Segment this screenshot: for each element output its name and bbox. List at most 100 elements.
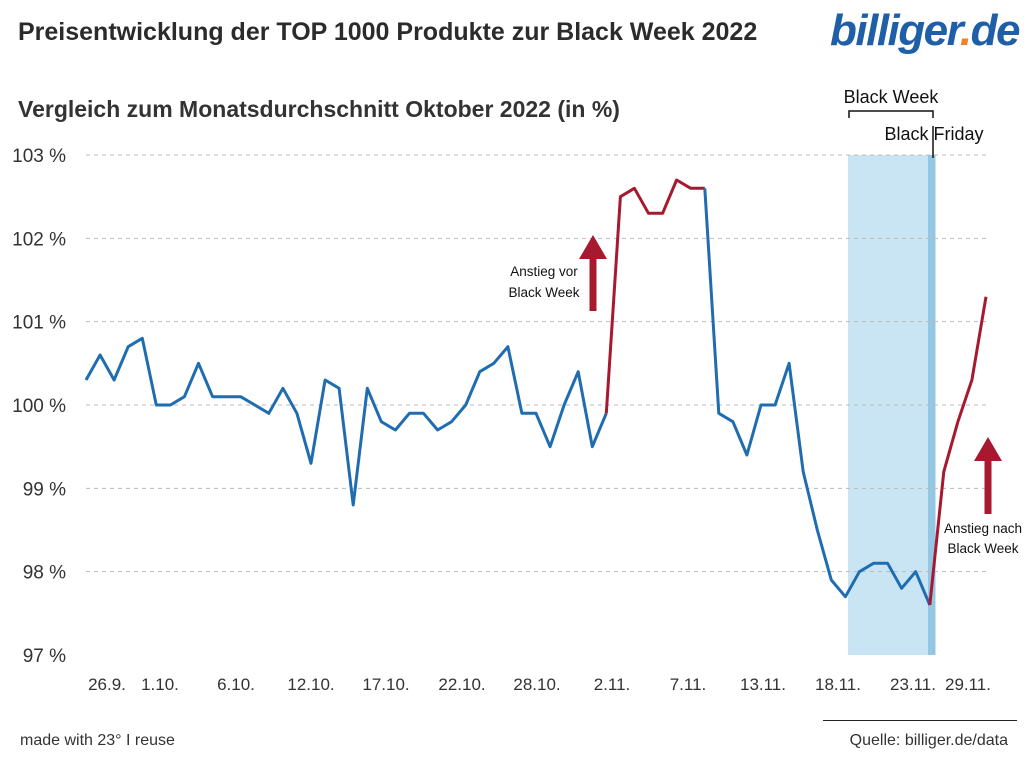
- black-week-band: [848, 155, 936, 655]
- data-point: [619, 195, 622, 198]
- black-week-label: Black Week: [844, 87, 940, 107]
- logo-tld: de: [970, 6, 1021, 55]
- series-line-blue-2: [703, 188, 932, 606]
- data-point: [872, 562, 875, 565]
- data-point: [717, 412, 720, 415]
- data-point: [830, 579, 833, 582]
- chart-subtitle: Vergleich zum Monatsdurchschnitt Oktober…: [18, 96, 620, 122]
- data-point: [633, 187, 636, 190]
- data-point: [436, 429, 439, 432]
- logo-main: billiger: [830, 6, 961, 55]
- data-point: [914, 570, 917, 573]
- y-tick-label: 99 %: [23, 479, 66, 500]
- data-point: [338, 387, 341, 390]
- data-point: [464, 404, 467, 407]
- data-point: [394, 429, 397, 432]
- data-point: [605, 412, 608, 415]
- data-point: [310, 462, 313, 465]
- data-point: [450, 420, 453, 423]
- credit-text: made with 23° I reuse: [20, 732, 175, 749]
- data-point: [703, 187, 706, 190]
- x-tick-label: 2.11.: [594, 675, 631, 694]
- x-tick-label: 22.10.: [438, 675, 485, 694]
- data-point: [183, 395, 186, 398]
- data-point: [169, 404, 172, 407]
- data-point: [732, 420, 735, 423]
- y-tick-label: 97 %: [23, 646, 66, 667]
- data-point: [507, 345, 510, 348]
- logo-dot: .: [959, 6, 972, 55]
- data-point: [591, 445, 594, 448]
- x-tick-label: 7.11.: [670, 675, 707, 694]
- data-point: [760, 404, 763, 407]
- data-point: [267, 412, 270, 415]
- data-point: [324, 379, 327, 382]
- data-point: [746, 454, 749, 457]
- data-point: [549, 445, 552, 448]
- data-point: [985, 295, 988, 298]
- data-point: [535, 412, 538, 415]
- data-point: [844, 595, 847, 598]
- data-point: [971, 379, 974, 382]
- data-point: [942, 470, 945, 473]
- x-tick-label: 23.11.: [890, 675, 936, 694]
- gridlines-group: [86, 154, 990, 573]
- data-point: [380, 420, 383, 423]
- data-point: [225, 395, 228, 398]
- source-divider: [823, 720, 1017, 721]
- data-point: [352, 504, 355, 507]
- y-tick-label: 98 %: [23, 563, 66, 584]
- data-point: [900, 587, 903, 590]
- x-tick-label: 26.9.: [88, 675, 126, 694]
- data-point: [408, 412, 411, 415]
- data-point: [858, 570, 861, 573]
- x-tick-label: 29.11.: [945, 675, 991, 694]
- annotation-pre-line1: Anstieg vor: [510, 264, 578, 279]
- black-friday-label: Black Friday: [884, 124, 983, 144]
- data-point: [774, 404, 777, 407]
- y-tick-label: 102 %: [12, 229, 66, 250]
- data-point: [253, 404, 256, 407]
- data-point: [422, 412, 425, 415]
- black-week-band-group: [848, 155, 936, 655]
- data-point: [366, 387, 369, 390]
- x-tick-label: 28.10.: [513, 675, 560, 694]
- x-tick-label: 1.10.: [141, 675, 179, 694]
- arrow-up-post-icon-head: [974, 437, 1002, 461]
- data-point: [647, 212, 650, 215]
- data-point: [661, 212, 664, 215]
- x-tick-label: 18.11.: [815, 675, 861, 694]
- data-point: [577, 370, 580, 373]
- x-tick-label: 17.10.: [362, 675, 409, 694]
- y-tick-label: 100 %: [12, 396, 66, 417]
- x-tick-label: 12.10.: [287, 675, 334, 694]
- series-group: [84, 178, 988, 606]
- x-axis-ticks: 26.9. 1.10. 6.10. 12.10. 17.10. 22.10. 28.10. 2…: [88, 675, 991, 694]
- series-line-red-post: [928, 296, 988, 606]
- data-point: [957, 420, 960, 423]
- y-tick-label: 103 %: [12, 146, 66, 167]
- data-point: [802, 470, 805, 473]
- data-point: [816, 529, 819, 532]
- data-point: [99, 354, 102, 357]
- annotation-post-line2: Black Week: [947, 541, 1018, 556]
- data-point: [886, 562, 889, 565]
- data-point: [211, 395, 214, 398]
- series-line-blue-1: [84, 336, 608, 507]
- data-point: [282, 387, 285, 390]
- black-week-bracket: [848, 110, 934, 118]
- source-text: Quelle: billiger.de/data: [849, 732, 1008, 749]
- data-point: [788, 362, 791, 365]
- data-point: [689, 187, 692, 190]
- annotation-pre-line2: Black Week: [508, 285, 579, 300]
- data-point: [141, 337, 144, 340]
- arrow-up-pre-icon-shaft: [589, 257, 597, 311]
- data-point: [113, 379, 116, 382]
- data-point: [296, 412, 299, 415]
- data-point: [563, 404, 566, 407]
- data-point: [127, 345, 130, 348]
- series-line-red-pre: [604, 178, 705, 414]
- data-point: [478, 370, 481, 373]
- billiger-logo: billiger.de: [830, 6, 1021, 56]
- black-friday-band: [928, 155, 935, 655]
